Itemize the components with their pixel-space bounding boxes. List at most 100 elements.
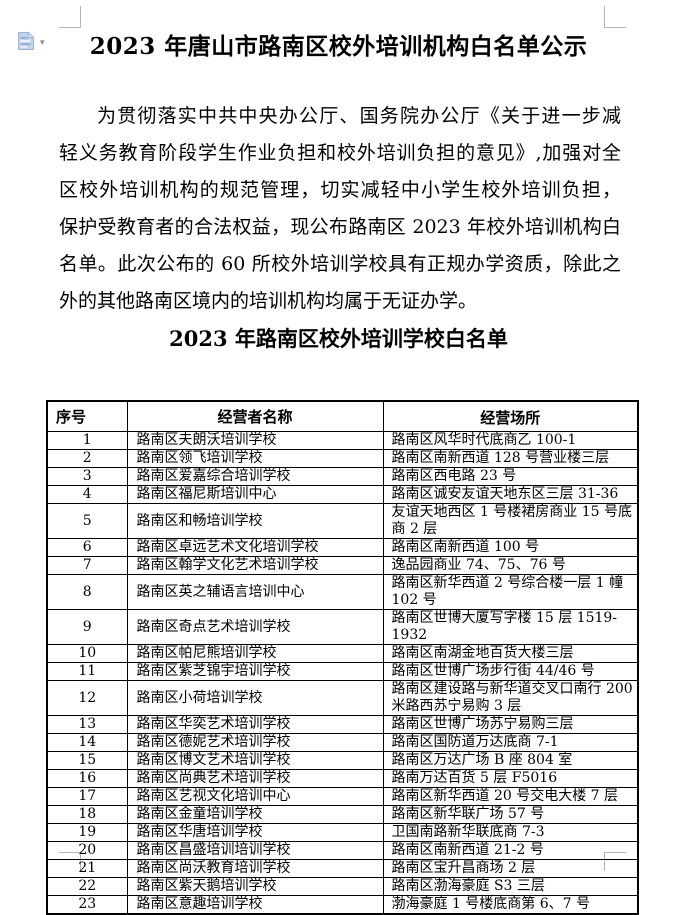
cell-business-address: 路南万达百货 5 层 F5016	[382, 769, 639, 788]
cell-serial-number: 12	[46, 680, 128, 716]
cell-business-address: 路南区风华时代底商乙 100-1	[382, 431, 639, 450]
cell-serial-number: 5	[46, 503, 128, 539]
paragraph-line: 为贯彻落实中共中央办公厅、国务院办公厅《关于进一步减	[97, 105, 621, 127]
cell-serial-number: 4	[46, 485, 128, 504]
cell-serial-number: 23	[46, 895, 128, 915]
clipboard-paste-icon[interactable]	[16, 31, 36, 55]
cell-business-address: 路南区南湖金地百货大楼三层	[382, 644, 639, 663]
paragraph-line: 名单。此次公布的 60 所校外培训学校具有正规办学资质，除此之	[59, 253, 621, 275]
cell-serial-number: 19	[46, 823, 128, 842]
paragraph-line: 保护受教育者的合法权益，现公布路南区 2023 年校外培训机构白	[59, 216, 621, 238]
table-title: 2023 年路南区校外培训学校白名单	[169, 326, 508, 351]
table-row: 7 路南区翰学文化艺术培训学校 逸品园商业 74、75、76 号	[46, 556, 639, 575]
table-row: 21 路南区尚沃教育培训学校 路南区宝升昌商场 2 层	[46, 859, 639, 878]
cell-business-address: 逸品园商业 74、75、76 号	[382, 556, 639, 575]
table-header-row: 序号 经营者名称 经营场所	[46, 400, 639, 432]
cell-operator-name: 路南区昌盛培训培训学校	[126, 841, 384, 860]
cell-serial-number: 21	[46, 859, 128, 878]
cell-operator-name: 路南区德妮艺术培训学校	[126, 733, 384, 752]
cell-business-address: 路南区南新西道 100 号	[382, 538, 639, 557]
cell-operator-name: 路南区艺视文化培训中心	[126, 787, 384, 806]
cell-serial-number: 15	[46, 751, 128, 770]
table-row: 17 路南区艺视文化培训中心 路南区新华西道 20 号交电大楼 7 层	[46, 787, 639, 806]
cell-operator-name: 路南区英之辅语言培训中心	[126, 574, 384, 610]
table-row: 22 路南区紫天鹅培训学校 路南区渤海豪庭 S3 三层	[46, 877, 639, 896]
cell-operator-name: 路南区华奕艺术培训学校	[126, 715, 384, 734]
table-row: 19 路南区华唐培训学校 卫国南路新华联底商 7-3	[46, 823, 639, 842]
cell-operator-name: 路南区帕尼熊培训学校	[126, 644, 384, 663]
word-document-page: { "doc": { "title": "2023 年唐山市路南区校外培训机构白…	[16, 6, 639, 915]
cell-business-address: 路南区世博广场步行街 44/46 号	[382, 662, 639, 681]
header-cell-name: 经营者名称	[126, 400, 384, 432]
table-row: 3 路南区爱嘉综合培训学校 路南区西电路 23 号	[46, 467, 639, 486]
cell-serial-number: 6	[46, 538, 128, 557]
cell-operator-name: 路南区尚沃教育培训学校	[126, 859, 384, 878]
table-row: 9 路南区奇点艺术培训学校 路南区世博大厦写字楼 15 层 1519-1932	[46, 609, 639, 645]
table-row: 23 路南区意趣培训学校 渤海豪庭 1 号楼底商第 6、7 号	[46, 895, 639, 915]
cell-serial-number: 8	[46, 574, 128, 610]
table-row: 5 路南区和畅培训学校 友谊天地西区 1 号楼裙房商业 15 号底商 2 层	[46, 503, 639, 539]
text-boundary-mark-top-left	[59, 6, 81, 28]
cell-serial-number: 10	[46, 644, 128, 663]
cell-serial-number: 9	[46, 609, 128, 645]
header-cell-no: 序号	[46, 400, 128, 432]
paste-options-button[interactable]: ▾	[16, 31, 45, 55]
table-row: 20 路南区昌盛培训培训学校 路南区南新西道 21-2 号	[46, 841, 639, 860]
cell-serial-number: 11	[46, 662, 128, 681]
cell-business-address: 路南区渤海豪庭 S3 三层	[382, 877, 639, 896]
table-row: 14 路南区德妮艺术培训学校 路南区国防道万达底商 7-1	[46, 733, 639, 752]
table-row: 6 路南区卓远艺术文化培训学校 路南区南新西道 100 号	[46, 538, 639, 557]
intro-paragraph: 为贯彻落实中共中央办公厅、国务院办公厅《关于进一步减 轻义务教育阶段学生作业负担…	[59, 98, 621, 320]
cell-serial-number: 2	[46, 449, 128, 468]
cell-business-address: 路南区新华联广场 57 号	[382, 805, 639, 824]
cell-operator-name: 路南区领飞培训学校	[126, 449, 384, 468]
cell-operator-name: 路南区金童培训学校	[126, 805, 384, 824]
cell-serial-number: 22	[46, 877, 128, 896]
cell-operator-name: 路南区博文艺术培训学校	[126, 751, 384, 770]
cell-business-address: 路南区国防道万达底商 7-1	[382, 733, 639, 752]
cell-business-address: 路南区宝升昌商场 2 层	[382, 859, 639, 878]
cell-business-address: 路南区新华西道 2 号综合楼一层 1 幢 102 号	[382, 574, 639, 610]
cell-business-address: 路南区南新西道 128 号营业楼三层	[382, 449, 639, 468]
table-row: 10 路南区帕尼熊培训学校 路南区南湖金地百货大楼三层	[46, 644, 639, 663]
cell-serial-number: 14	[46, 733, 128, 752]
cell-business-address: 路南区新华西道 20 号交电大楼 7 层	[382, 787, 639, 806]
cell-operator-name: 路南区夫朗沃培训学校	[126, 431, 384, 450]
whitelist-table: 序号 经营者名称 经营场所 1 路南区夫朗沃培训学校 路南区风华时代底商乙 10…	[46, 400, 639, 915]
cell-business-address: 路南区西电路 23 号	[382, 467, 639, 486]
paragraph-line: 区校外培训机构的规范管理，切实减轻中小学生校外培训负担，	[59, 179, 621, 201]
cell-operator-name: 路南区意趣培训学校	[126, 895, 384, 915]
table-row: 11 路南区紫芝锦宇培训学校 路南区世博广场步行街 44/46 号	[46, 662, 639, 681]
cell-business-address: 路南区世博大厦写字楼 15 层 1519-1932	[382, 609, 639, 645]
cell-business-address: 路南区建设路与新华道交叉口南行 200 米路西苏宁易购 3 层	[382, 680, 639, 716]
cell-serial-number: 16	[46, 769, 128, 788]
cell-business-address: 卫国南路新华联底商 7-3	[382, 823, 639, 842]
cell-operator-name: 路南区尚典艺术培训学校	[126, 769, 384, 788]
table-row: 16 路南区尚典艺术培训学校 路南万达百货 5 层 F5016	[46, 769, 639, 788]
cell-operator-name: 路南区紫芝锦宇培训学校	[126, 662, 384, 681]
table-row: 18 路南区金童培训学校 路南区新华联广场 57 号	[46, 805, 639, 824]
cell-operator-name: 路南区和畅培训学校	[126, 503, 384, 539]
dropdown-arrow-icon[interactable]: ▾	[40, 37, 45, 48]
cell-operator-name: 路南区奇点艺术培训学校	[126, 609, 384, 645]
cell-operator-name: 路南区华唐培训学校	[126, 823, 384, 842]
table-row: 8 路南区英之辅语言培训中心 路南区新华西道 2 号综合楼一层 1 幢 102 …	[46, 574, 639, 610]
table-row: 4 路南区福尼斯培训中心 路南区诚安友谊天地东区三层 31-36	[46, 485, 639, 504]
cell-business-address: 路南区万达广场 B 座 804 室	[382, 751, 639, 770]
header-cell-place: 经营场所	[382, 400, 639, 432]
table-row: 2 路南区领飞培训学校 路南区南新西道 128 号营业楼三层	[46, 449, 639, 468]
cell-operator-name: 路南区爱嘉综合培训学校	[126, 467, 384, 486]
cell-business-address: 路南区诚安友谊天地东区三层 31-36	[382, 485, 639, 504]
document-title: 2023 年唐山市路南区校外培训机构白名单公示	[89, 33, 588, 60]
cell-serial-number: 1	[46, 431, 128, 450]
cell-business-address: 路南区南新西道 21-2 号	[382, 841, 639, 860]
cell-serial-number: 13	[46, 715, 128, 734]
cell-operator-name: 路南区翰学文化艺术培训学校	[126, 556, 384, 575]
cell-operator-name: 路南区卓远艺术文化培训学校	[126, 538, 384, 557]
table-row: 13 路南区华奕艺术培训学校 路南区世博广场苏宁易购三层	[46, 715, 639, 734]
table-row: 1 路南区夫朗沃培训学校 路南区风华时代底商乙 100-1	[46, 431, 639, 450]
cell-serial-number: 3	[46, 467, 128, 486]
paragraph-line: 轻义务教育阶段学生作业负担和校外培训负担的意见》,加强对全	[59, 142, 621, 164]
cell-serial-number: 17	[46, 787, 128, 806]
cell-serial-number: 7	[46, 556, 128, 575]
